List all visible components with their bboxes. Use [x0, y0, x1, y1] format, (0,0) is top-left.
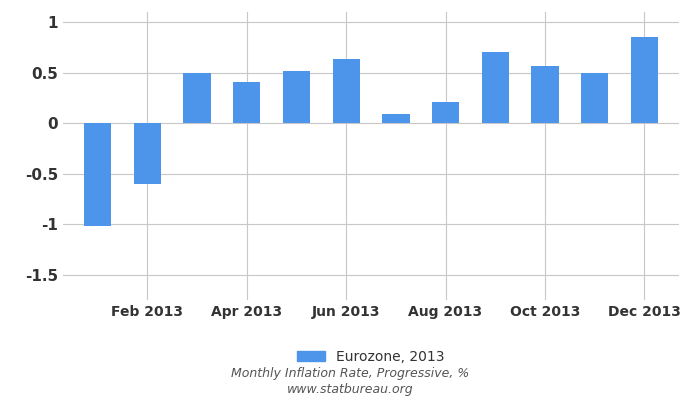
Bar	[382, 114, 410, 123]
Bar	[631, 37, 658, 123]
Text: Monthly Inflation Rate, Progressive, %: Monthly Inflation Rate, Progressive, %	[231, 368, 469, 380]
Bar	[581, 73, 608, 123]
Bar	[183, 73, 211, 123]
Bar	[432, 102, 459, 123]
Bar	[134, 123, 161, 184]
Bar	[332, 60, 360, 123]
Legend: Eurozone, 2013: Eurozone, 2013	[292, 344, 450, 370]
Bar	[84, 123, 111, 226]
Bar	[531, 66, 559, 123]
Bar	[482, 52, 509, 123]
Bar	[233, 82, 260, 123]
Text: www.statbureau.org: www.statbureau.org	[287, 384, 413, 396]
Bar	[283, 71, 310, 123]
